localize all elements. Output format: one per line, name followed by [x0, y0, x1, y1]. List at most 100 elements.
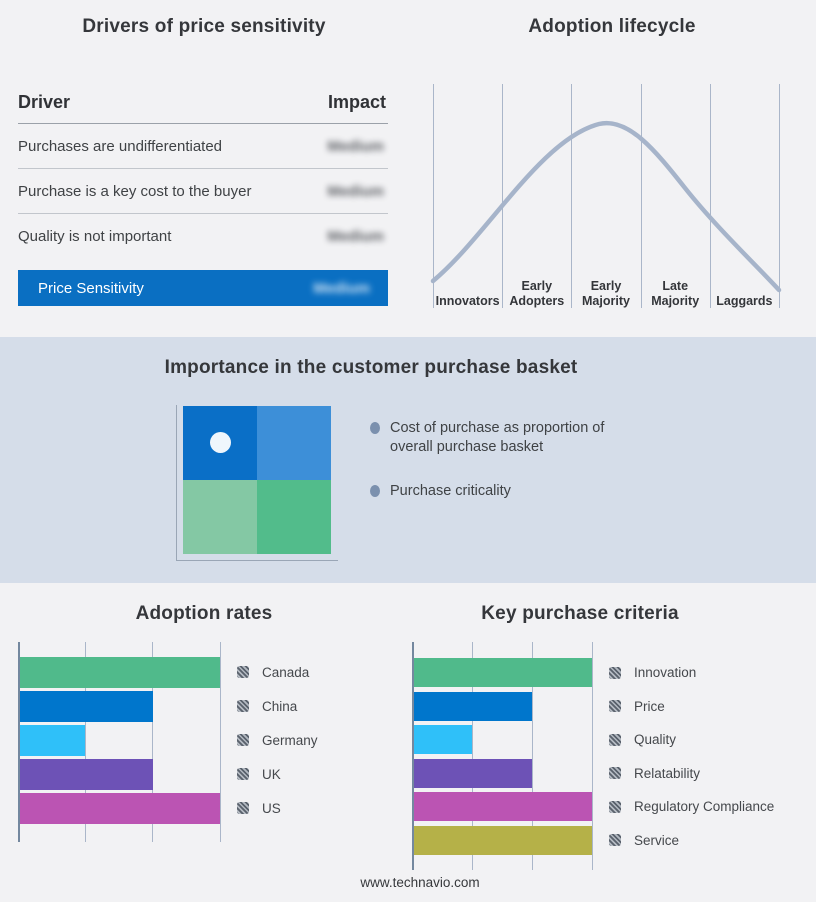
- impact-column-header: Impact: [327, 92, 386, 112]
- driver-label: Quality is not important: [18, 227, 172, 245]
- purchase-basket-panel: Importance in the customer purchase bask…: [0, 337, 816, 583]
- chart-gridline: [471, 642, 473, 870]
- bar-quality: [412, 725, 472, 754]
- hatch-swatch-icon: [609, 800, 621, 813]
- chart-gridline: [591, 642, 593, 870]
- hatch-swatch-icon: [237, 700, 249, 712]
- driver-label: Purchase is a key cost to the buyer: [18, 182, 252, 200]
- bar-germany: [18, 725, 86, 756]
- legend-label: Germany: [262, 732, 318, 748]
- adoption-rates-legend: Canada China Germany UK US: [237, 655, 318, 825]
- chart-gridline: [152, 642, 154, 842]
- bar-china: [18, 691, 153, 722]
- legend-item: Regulatory Compliance: [609, 790, 774, 824]
- quadrant-graphic: [183, 406, 331, 554]
- key-purchase-criteria-legend: Innovation Price Quality Relatability Regula…: [609, 656, 774, 857]
- price-sensitivity-label: Price Sensitivity: [38, 279, 144, 297]
- hatch-swatch-icon: [237, 802, 249, 814]
- hatch-swatch-icon: [237, 666, 249, 678]
- legend-item: Canada: [237, 655, 318, 689]
- bar-regulatory-compliance: [412, 792, 592, 821]
- legend-item: Price: [609, 690, 774, 724]
- driver-row: Purchase is a key cost to the buyer Mediu…: [18, 169, 388, 214]
- legend-label: Regulatory Compliance: [634, 799, 775, 815]
- price-sensitivity-row: Price Sensitivity Medium: [18, 270, 388, 306]
- hatch-swatch-icon: [609, 767, 621, 780]
- stage-label: Early Adopters: [509, 279, 565, 308]
- legend-item: US: [237, 791, 318, 825]
- drivers-table: Driver Impact Purchases are undifferenti…: [18, 92, 388, 306]
- legend-label: China: [262, 698, 298, 714]
- gridline: [709, 84, 711, 308]
- y-axis: [18, 642, 20, 842]
- stage-label: Laggards: [716, 293, 773, 308]
- key-purchase-criteria-chart: [412, 642, 593, 870]
- bullet-icon: [370, 422, 380, 434]
- legend-label: UK: [262, 766, 281, 782]
- hatch-swatch-icon: [609, 733, 621, 746]
- legend-label: Quality: [634, 732, 677, 748]
- y-axis: [412, 642, 414, 870]
- stage-label: Early Majority: [582, 279, 630, 308]
- stage-label: Late Majority: [651, 279, 700, 308]
- purchase-basket-title: Importance in the customer purchase bask…: [164, 357, 578, 378]
- driver-row: Quality is not important Medium: [18, 214, 388, 258]
- legend-label: Relatability: [634, 765, 701, 781]
- legend-label: Innovation: [634, 665, 697, 681]
- gridline: [640, 84, 642, 308]
- hatch-swatch-icon: [609, 666, 621, 679]
- adoption-rates-title: Adoption rates: [135, 603, 273, 624]
- drivers-panel-title: Drivers of price sensitivity: [82, 16, 326, 37]
- bar-uk: [18, 759, 153, 790]
- bar-relatability: [412, 758, 532, 788]
- legend-item: Relatability: [609, 757, 774, 791]
- stage-label: Innovators: [435, 293, 500, 308]
- hatch-swatch-icon: [237, 734, 249, 746]
- quadrant-cell-top-left: [183, 406, 257, 480]
- key-purchase-criteria-title: Key purchase criteria: [481, 603, 679, 624]
- quadrant-cell-bottom-right: [257, 480, 331, 554]
- hatch-swatch-icon: [609, 700, 621, 713]
- hatch-swatch-icon: [609, 834, 621, 847]
- legend-item: Innovation: [609, 656, 774, 690]
- legend-label: US: [262, 800, 281, 816]
- impact-value: Medium: [327, 227, 384, 245]
- quadrant-x-axis: [176, 560, 338, 561]
- legend-item: China: [237, 689, 318, 723]
- position-dot-icon: [210, 432, 231, 453]
- price-sensitivity-impact-value: Medium: [313, 279, 370, 297]
- bar-price: [412, 691, 532, 721]
- quadrant-y-axis: [176, 405, 177, 561]
- legend-label: Service: [634, 832, 680, 848]
- legend-item: Germany: [237, 723, 318, 757]
- bar-innovation: [412, 658, 592, 687]
- driver-label: Purchases are undifferentiated: [18, 137, 223, 155]
- legend-item: Quality: [609, 723, 774, 757]
- bullet-text: Purchase criticality: [390, 483, 511, 500]
- adoption-lifecycle-chart: Innovators Early Adopters Early Majority La…: [425, 84, 787, 308]
- bell-curve: [430, 120, 782, 293]
- purchase-basket-bullets: Cost of purchase as proportion of overal…: [370, 419, 632, 526]
- driver-row: Purchases are undifferentiated Medium: [18, 124, 388, 169]
- drivers-table-body: Purchases are undifferentiated Medium Purc…: [18, 124, 388, 258]
- bullet-item: Cost of purchase as proportion of overal…: [370, 419, 632, 457]
- drivers-table-header: Driver Impact: [18, 92, 388, 124]
- bar-canada: [18, 657, 220, 688]
- gridline: [502, 84, 504, 308]
- bullet-item: Purchase criticality: [370, 482, 632, 501]
- gridline: [433, 84, 434, 308]
- bar-service: [412, 825, 592, 855]
- adoption-rates-chart: [18, 642, 221, 842]
- quadrant-cell-top-right: [257, 406, 331, 480]
- lifecycle-panel-title: Adoption lifecycle: [528, 16, 696, 37]
- quadrant-cell-bottom-left: [183, 480, 257, 554]
- impact-value: Medium: [327, 182, 384, 200]
- legend-item: Service: [609, 824, 774, 858]
- website-url: www.technavio.com: [360, 875, 480, 890]
- bullet-text: Cost of purchase as proportion of overal…: [390, 420, 605, 456]
- chart-gridline: [531, 642, 533, 870]
- bullet-icon: [370, 485, 380, 498]
- gridline: [779, 84, 780, 308]
- driver-column-header: Driver: [18, 92, 71, 112]
